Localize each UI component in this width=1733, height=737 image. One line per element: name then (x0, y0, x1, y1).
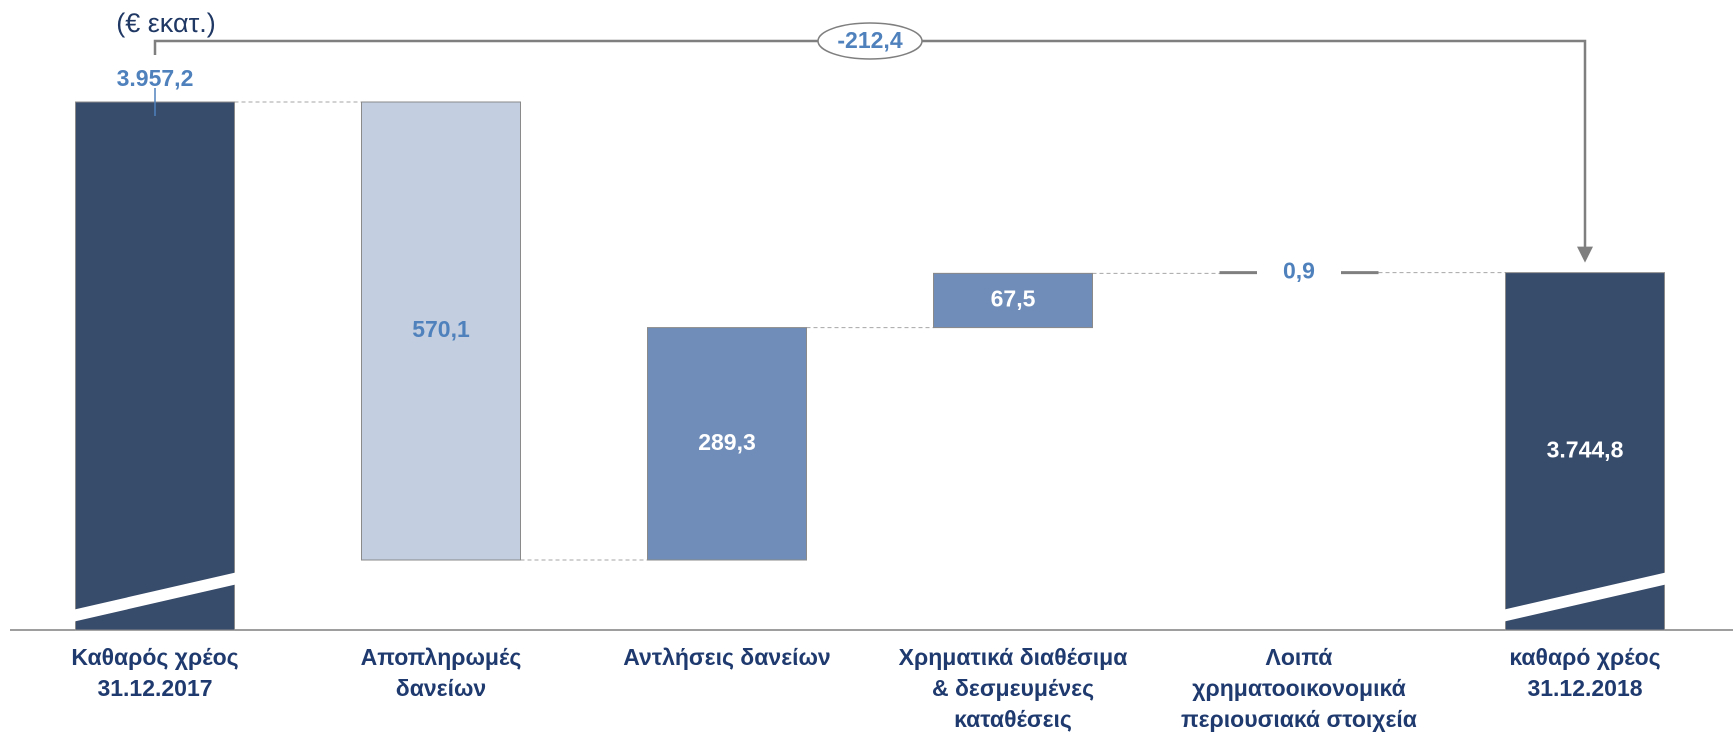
axis-break (1493, 570, 1677, 624)
category-label: καθαρό χρέος 31.12.2018 (1509, 644, 1661, 701)
value-label: 67,5 (991, 286, 1036, 312)
value-label: 570,1 (412, 316, 470, 342)
category-label: Χρηματικά διαθέσιμα & δεσμευμένες καταθέ… (898, 644, 1128, 732)
bar (933, 272, 1093, 329)
unit-label: (€ εκατ.) (116, 8, 215, 38)
value-label: 3.957,2 (117, 65, 194, 91)
bar (647, 327, 807, 561)
category-label: Αντλήσεις δανείων (623, 644, 831, 670)
change-label: -212,4 (837, 27, 902, 53)
bar (1505, 272, 1665, 631)
label-bg (1257, 258, 1341, 287)
arrow-head (1577, 246, 1593, 263)
axis-break (63, 570, 247, 624)
category-label: Λοιπά χρηματοοικονομικά περιουσιακά στοι… (1181, 644, 1417, 732)
category-label: Καθαρός χρέος 31.12.2017 (71, 644, 239, 701)
change-badge (817, 22, 923, 60)
value-label: 0,9 (1283, 258, 1315, 284)
bar (361, 101, 521, 561)
category-label: Αποπληρωμές δανείων (360, 644, 522, 701)
bar (75, 101, 235, 631)
value-label: 3.744,8 (1547, 436, 1624, 462)
value-label: 289,3 (698, 429, 756, 455)
